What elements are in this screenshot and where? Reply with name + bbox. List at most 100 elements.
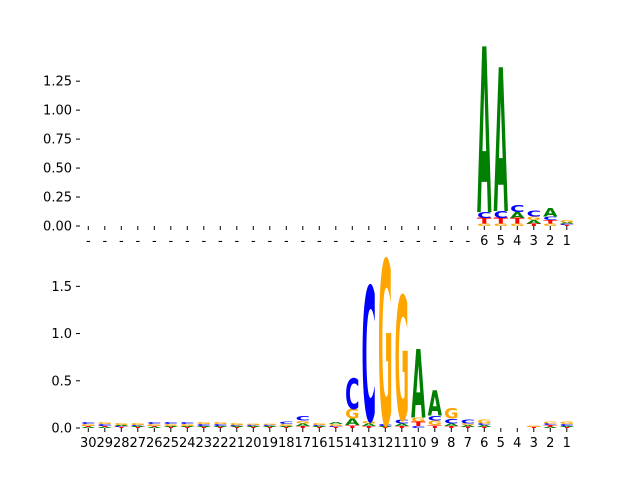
- logo-letter-C: C: [411, 426, 425, 429]
- x-tick-label: 11: [394, 436, 411, 451]
- logo-letter-T: T: [131, 427, 147, 429]
- y-tick-label: 1.5: [51, 280, 72, 295]
- logo-letter-G: G: [362, 420, 376, 425]
- logo-letter-A: A: [81, 427, 97, 428]
- x-tick-label: -: [284, 234, 289, 249]
- logo-letter-A: A: [378, 426, 394, 427]
- logo-letter-C: C: [560, 223, 574, 225]
- logo-letter-C: C: [560, 424, 574, 427]
- logo-letter-T: T: [362, 426, 377, 429]
- x-tick-label: 12: [377, 436, 394, 451]
- logo-letter-A: A: [246, 426, 262, 427]
- x-tick-label: 10: [410, 436, 427, 451]
- logo-letter-A: A: [213, 426, 229, 427]
- logo-letter-A: A: [197, 426, 213, 427]
- x-tick-label: 23: [196, 436, 213, 451]
- logo-letter-C: C: [246, 425, 260, 426]
- logo-letter-T: T: [246, 427, 262, 429]
- y-tick-label: 0.50: [43, 162, 72, 177]
- x-tick-label: 21: [229, 436, 246, 451]
- logo-letter-G: G: [345, 407, 359, 422]
- x-tick-label: 5: [497, 436, 505, 451]
- logo-letter-G: G: [477, 223, 491, 227]
- x-tick-label: 8: [447, 436, 455, 451]
- logo-letter-G: G: [428, 420, 442, 427]
- logo-letter-A: A: [147, 427, 163, 428]
- logo-letter-A: A: [477, 425, 492, 428]
- y-tick-label: 0.25: [43, 191, 72, 206]
- logo-letter-C: C: [543, 216, 557, 221]
- logo-letter-T: T: [477, 216, 492, 225]
- logo-letter-G: G: [494, 223, 508, 227]
- logo-letter-C: C: [312, 425, 326, 426]
- logo-letter-C: C: [329, 426, 343, 427]
- bottom-logo-panel: 0.00.51.01.530ATGC29ATCG28TCAG27TACG26AT…: [51, 216, 575, 478]
- x-tick-label: 25: [163, 436, 180, 451]
- logo-letter-G: G: [246, 424, 260, 426]
- logo-letter-G: G: [560, 219, 574, 223]
- x-tick-label: 24: [179, 436, 196, 451]
- logo-letter-G: G: [543, 421, 557, 424]
- logo-letter-T: T: [543, 219, 558, 225]
- logo-letter-C: C: [164, 422, 178, 425]
- logo-letter-T: T: [197, 427, 213, 429]
- logo-letter-A: A: [164, 426, 180, 427]
- x-tick-label: -: [267, 234, 272, 249]
- logo-letter-T: T: [81, 426, 97, 428]
- x-tick-label: -: [119, 234, 124, 249]
- x-tick-label: -: [432, 234, 437, 249]
- logo-letter-T: T: [510, 216, 525, 225]
- logo-letter-C: C: [362, 250, 376, 464]
- logo-letter-G: G: [147, 424, 161, 427]
- x-tick-label: 7: [464, 436, 472, 451]
- logo-letter-C: C: [230, 425, 244, 426]
- x-tick-label: -: [102, 234, 107, 249]
- x-tick-label: -: [218, 234, 223, 249]
- x-tick-label: 4: [513, 436, 521, 451]
- logo-letter-G: G: [395, 263, 409, 460]
- x-tick-label: -: [333, 234, 338, 249]
- logo-letter-A: A: [461, 425, 476, 428]
- logo-letter-T: T: [543, 425, 558, 428]
- x-tick-label: -: [300, 234, 305, 249]
- logo-letter-C: C: [378, 424, 392, 427]
- logo-letter-G: G: [527, 426, 541, 428]
- logo-letter-G: G: [263, 424, 277, 426]
- logo-letter-C: C: [81, 422, 95, 425]
- x-tick-label: 15: [328, 436, 345, 451]
- x-tick-label: 13: [361, 436, 378, 451]
- logo-letter-T: T: [230, 427, 246, 429]
- logo-letter-T: T: [444, 426, 459, 429]
- logo-letter-A: A: [230, 426, 246, 427]
- logo-letter-C: C: [477, 210, 491, 220]
- logo-letter-A: A: [428, 383, 443, 424]
- y-tick-label: 0.75: [43, 133, 72, 148]
- x-tick-label: -: [383, 234, 388, 249]
- logo-letter-T: T: [378, 427, 394, 429]
- logo-letter-C: C: [263, 425, 277, 426]
- x-tick-label: 1: [563, 234, 571, 249]
- logo-letter-G: G: [81, 424, 95, 427]
- logo-letter-C: C: [197, 424, 211, 427]
- x-tick-label: -: [251, 234, 256, 249]
- y-tick-label: 1.0: [51, 327, 72, 342]
- x-tick-label: 22: [212, 436, 229, 451]
- logo-letter-T: T: [477, 427, 493, 429]
- logo-letter-A: A: [543, 427, 559, 428]
- logo-letter-G: G: [296, 420, 310, 425]
- x-tick-label: 5: [497, 234, 505, 249]
- logo-letter-T: T: [560, 427, 576, 429]
- logo-letter-T: T: [263, 427, 279, 429]
- logo-letter-A: A: [527, 219, 542, 225]
- logo-letter-A: A: [477, 2, 491, 267]
- x-tick-label: -: [168, 234, 173, 249]
- logo-letter-T: T: [345, 424, 360, 429]
- x-tick-label: 4: [513, 234, 521, 249]
- x-tick-label: 26: [146, 436, 163, 451]
- logo-letter-T: T: [114, 427, 130, 429]
- x-tick-label: -: [317, 234, 322, 249]
- logo-letter-G: G: [543, 223, 557, 227]
- logo-letter-C: C: [147, 422, 161, 425]
- logo-letter-G: G: [180, 424, 194, 427]
- logo-letter-A: A: [543, 207, 558, 220]
